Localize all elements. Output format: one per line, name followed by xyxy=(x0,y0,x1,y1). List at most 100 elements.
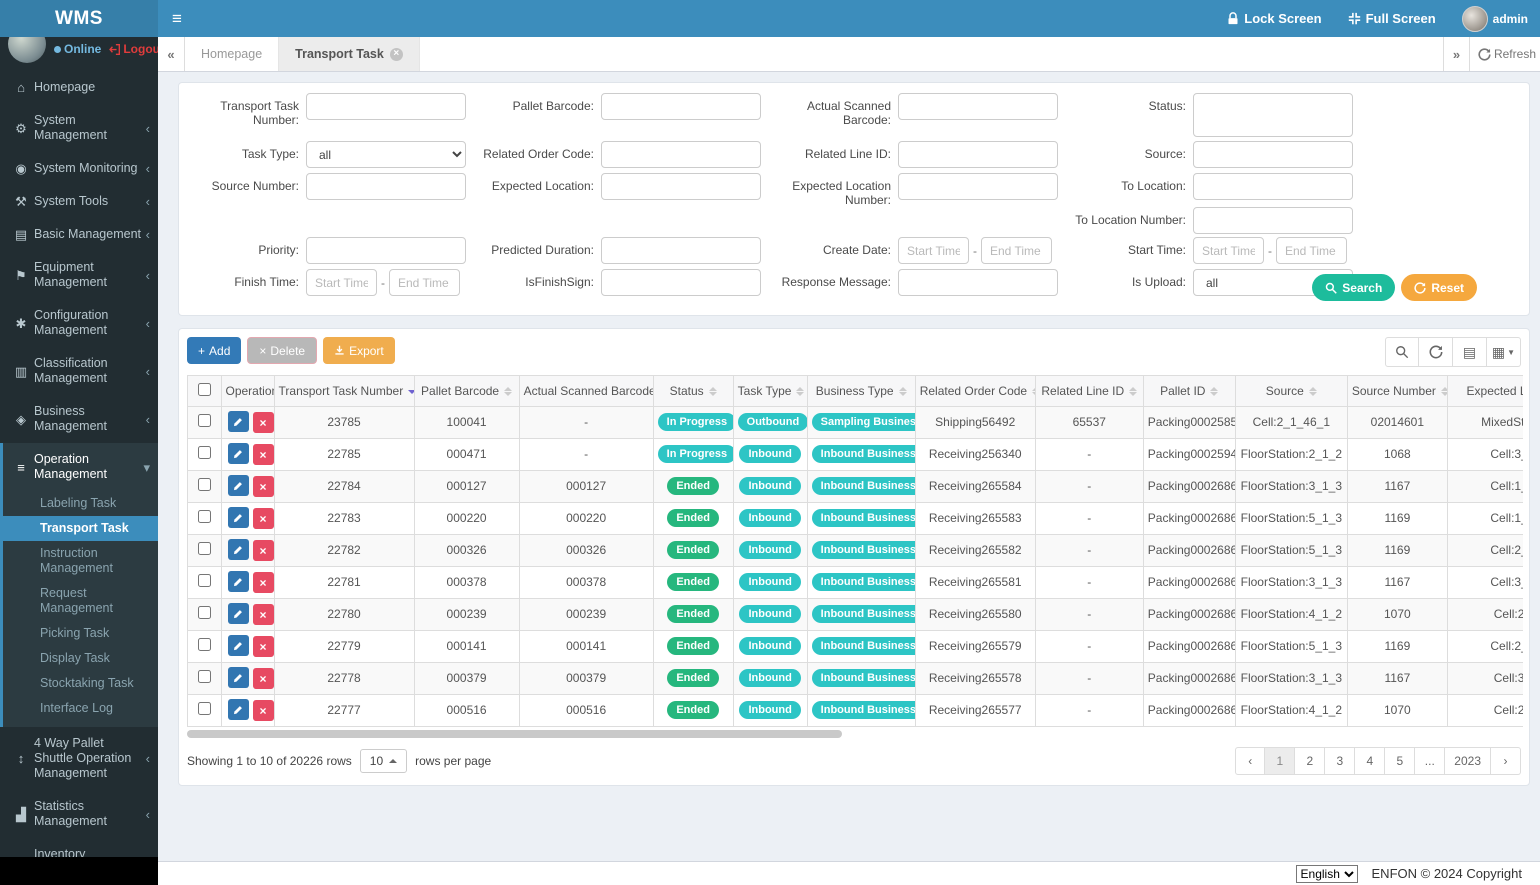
sort-icon[interactable] xyxy=(1032,387,1035,397)
tab-close-icon[interactable]: × xyxy=(389,47,403,61)
column-header-related-line-id[interactable]: Related Line ID xyxy=(1035,376,1144,407)
tab-refresh-button[interactable]: Refresh xyxy=(1470,37,1540,71)
status-input[interactable] xyxy=(1193,93,1353,137)
start-time-end-input[interactable] xyxy=(1276,237,1347,264)
sort-icon[interactable] xyxy=(408,389,414,394)
page-size-dropdown[interactable]: 10 xyxy=(359,748,408,773)
sidebar-item-operation-management[interactable]: ≡ Operation Management ▾ xyxy=(3,443,158,491)
toggle-view-icon[interactable]: ▤ xyxy=(1453,337,1487,367)
sort-icon[interactable] xyxy=(504,387,513,397)
edit-button[interactable] xyxy=(227,474,249,496)
task-type-select[interactable]: all xyxy=(306,141,466,168)
edit-button[interactable] xyxy=(227,538,249,560)
column-header-source[interactable]: Source xyxy=(1235,376,1348,407)
sidebar-item-system-tools[interactable]: ⚒ System Tools ‹ xyxy=(0,185,158,218)
row-delete-button[interactable]: × xyxy=(252,572,274,594)
row-delete-button[interactable]: × xyxy=(252,508,274,530)
transport-task-number-input[interactable] xyxy=(306,93,466,120)
source-input[interactable] xyxy=(1193,141,1353,168)
column-header-business-type[interactable]: Business Type xyxy=(807,376,916,407)
columns-grid-icon[interactable]: ▦ ▼ xyxy=(1487,337,1521,367)
row-checkbox[interactable] xyxy=(197,542,211,555)
sort-icon[interactable] xyxy=(1308,387,1317,397)
sort-icon[interactable] xyxy=(796,387,805,397)
prev-page-button[interactable]: ‹ xyxy=(1235,746,1266,775)
to-location-number-input[interactable] xyxy=(1193,207,1353,234)
to-location-input[interactable] xyxy=(1193,173,1353,200)
edit-button[interactable] xyxy=(227,410,249,432)
source-number-input[interactable] xyxy=(306,173,466,200)
horizontal-scrollbar[interactable] xyxy=(187,729,842,738)
related-line-id-input[interactable] xyxy=(898,141,1058,168)
column-header-pallet-barcode[interactable]: Pallet Barcode xyxy=(414,376,520,407)
expected-location-input[interactable] xyxy=(601,173,761,200)
priority-input[interactable] xyxy=(306,237,466,264)
row-checkbox[interactable] xyxy=(197,638,211,651)
page-button-3[interactable]: 3 xyxy=(1325,746,1356,775)
column-header-status[interactable]: Status xyxy=(653,376,734,407)
sidebar-item-equipment-management[interactable]: ⚑ Equipment Management ‹ xyxy=(0,251,158,299)
tab-transport-task[interactable]: Transport Task × xyxy=(279,37,420,71)
user-menu[interactable]: admin xyxy=(1461,5,1528,32)
full-screen-button[interactable]: Full Screen xyxy=(1348,11,1436,26)
edit-button[interactable] xyxy=(227,698,249,720)
row-checkbox[interactable] xyxy=(197,670,211,683)
row-delete-button[interactable]: × xyxy=(252,412,274,434)
response-message-input[interactable] xyxy=(898,269,1058,296)
row-delete-button[interactable]: × xyxy=(252,604,274,626)
column-header-related-order-code[interactable]: Related Order Code xyxy=(915,376,1036,407)
sort-icon[interactable] xyxy=(1210,387,1219,397)
predicted-duration-input[interactable] xyxy=(601,237,761,264)
row-delete-button[interactable]: × xyxy=(252,476,274,498)
tabs-scroll-right-icon[interactable]: » xyxy=(1442,37,1470,71)
expected-location-number-input[interactable] xyxy=(898,173,1058,200)
column-header-source-number[interactable]: Source Number xyxy=(1347,376,1448,407)
row-checkbox[interactable] xyxy=(197,574,211,587)
row-delete-button[interactable]: × xyxy=(252,636,274,658)
select-all-checkbox[interactable] xyxy=(197,382,211,396)
add-button[interactable]: + Add xyxy=(187,337,242,364)
page-button-1[interactable]: 1 xyxy=(1265,746,1296,775)
page-button-5[interactable]: 5 xyxy=(1385,746,1416,775)
export-button[interactable]: Export xyxy=(323,337,395,364)
related-order-code-input[interactable] xyxy=(601,141,761,168)
sidebar-item-system-management[interactable]: ⚙ System Management ‹ xyxy=(0,104,158,152)
page-button-2023[interactable]: 2023 xyxy=(1445,746,1491,775)
sidebar-item-4-way-pallet-shuttle-operation-management[interactable]: ↕ 4 Way Pallet Shuttle Operation Manageme… xyxy=(0,727,158,790)
column-header-actual-scanned-barcode[interactable]: Actual Scanned Barcode xyxy=(519,376,654,407)
sidebar-item-labeling-task[interactable]: Labeling Task xyxy=(40,496,117,510)
row-checkbox[interactable] xyxy=(197,478,211,491)
row-checkbox[interactable] xyxy=(197,414,211,427)
sidebar-item-transport-task[interactable]: Transport Task xyxy=(0,516,158,541)
sidebar-item-statistics-management[interactable]: ▟ Statistics Management ‹ xyxy=(0,790,158,838)
row-checkbox[interactable] xyxy=(197,446,211,459)
row-delete-button[interactable]: × xyxy=(252,700,274,722)
logout-button[interactable]: Logout xyxy=(109,42,158,56)
edit-button[interactable] xyxy=(227,442,249,464)
sidebar-item-classification-management[interactable]: ▥ Classification Management ‹ xyxy=(0,347,158,395)
sidebar-item-homepage[interactable]: ⌂ Homepage xyxy=(0,71,158,104)
row-delete-button[interactable]: × xyxy=(252,668,274,690)
column-header-pallet-id[interactable]: Pallet ID xyxy=(1143,376,1236,407)
sidebar-item-system-monitoring[interactable]: ◉ System Monitoring ‹ xyxy=(0,152,158,185)
sort-icon[interactable] xyxy=(898,387,907,397)
page-button-2[interactable]: 2 xyxy=(1295,746,1326,775)
start-time-start-input[interactable] xyxy=(1193,237,1264,264)
edit-button[interactable] xyxy=(227,506,249,528)
sidebar-item-request-management[interactable]: Request Management xyxy=(40,586,113,615)
app-logo[interactable]: WMS xyxy=(0,0,158,37)
column-header-expected-location[interactable]: Expected Location xyxy=(1447,376,1523,407)
row-checkbox[interactable] xyxy=(197,702,211,715)
row-delete-button[interactable]: × xyxy=(252,540,274,562)
sidebar-item-picking-task[interactable]: Picking Task xyxy=(40,626,110,640)
actual-scanned-barcode-input[interactable] xyxy=(898,93,1058,120)
row-checkbox[interactable] xyxy=(197,606,211,619)
create-date-start-input[interactable] xyxy=(898,237,969,264)
lock-screen-button[interactable]: Lock Screen xyxy=(1227,11,1322,26)
sort-icon[interactable] xyxy=(1129,387,1138,397)
finish-time-end-input[interactable] xyxy=(389,269,460,296)
column-header-select-all[interactable] xyxy=(188,376,222,407)
tab-homepage[interactable]: Homepage xyxy=(185,37,280,71)
reset-button[interactable]: Reset xyxy=(1401,274,1477,301)
create-date-end-input[interactable] xyxy=(981,237,1052,264)
